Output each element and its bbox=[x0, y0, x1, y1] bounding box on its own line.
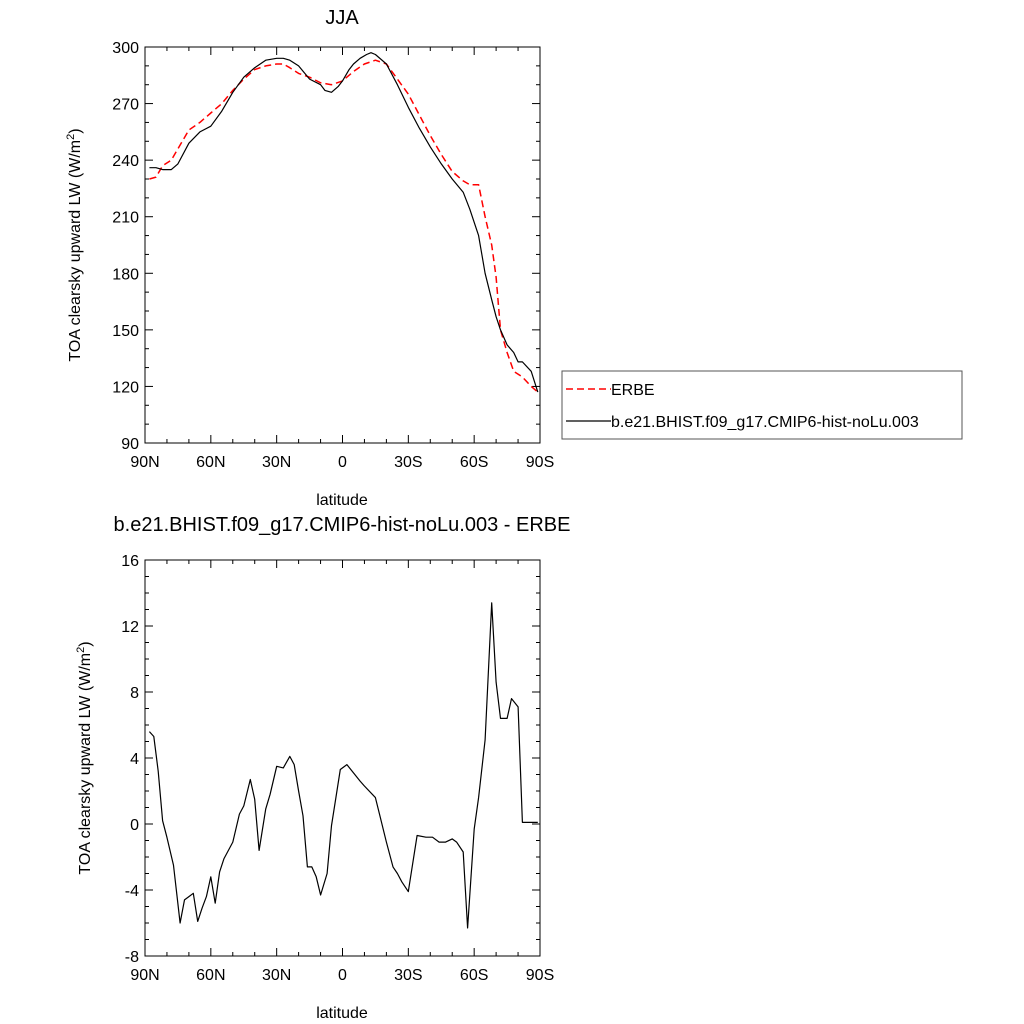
top-x-axis-title: latitude bbox=[316, 492, 368, 509]
bottom-y-tick-label: 4 bbox=[130, 751, 139, 768]
bottom-y-tick-label: -8 bbox=[125, 949, 139, 966]
top-y-tick-label: 270 bbox=[112, 97, 139, 114]
top-y-axis-title: TOA clearsky upward LW (W/m2) bbox=[65, 128, 84, 361]
bottom-x-tick-label: 90N bbox=[130, 967, 159, 984]
top-series-line-1 bbox=[149, 52, 539, 393]
bottom-y-axis-title: TOA clearsky upward LW (W/m2) bbox=[75, 641, 94, 874]
top-x-tick-label: 60N bbox=[196, 454, 225, 471]
bottom-x-tick-label: 60N bbox=[196, 967, 225, 984]
top-x-tick-label: 30N bbox=[262, 454, 291, 471]
top-y-tick-label: 120 bbox=[112, 379, 139, 396]
top-y-tick-label: 300 bbox=[112, 40, 139, 57]
bottom-series-line-0 bbox=[148, 602, 538, 929]
bottom-y-axis-title-tail: ) bbox=[77, 641, 94, 646]
top-y-tick-label: 90 bbox=[121, 436, 139, 453]
top-x-tick-label: 0 bbox=[338, 454, 347, 471]
bottom-x-axis-title: latitude bbox=[316, 1005, 368, 1022]
bottom-y-tick-label: 8 bbox=[130, 685, 139, 702]
top-x-tick-label: 90S bbox=[526, 454, 554, 471]
bottom-y-tick-label: 0 bbox=[130, 817, 139, 834]
legend-label-erbe: ERBE bbox=[611, 382, 655, 399]
bottom-y-axis-title-sup: 2 bbox=[75, 647, 87, 653]
legend-frame bbox=[561, 370, 963, 440]
bottom-x-tick-label: 0 bbox=[338, 967, 347, 984]
top-chart-panel: JJA 90N 60N 30N 0 30S 60S 90S 90 120 150 180 210 240… bbox=[65, 7, 963, 509]
top-y-axis-title-main: TOA clearsky upward LW (W/m bbox=[67, 140, 84, 362]
bottom-x-tick-label: 30S bbox=[394, 967, 422, 984]
top-y-axis-title-tail: ) bbox=[67, 128, 84, 133]
top-x-tick-label: 60S bbox=[460, 454, 488, 471]
legend-label-model: b.e21.BHIST.f09_g17.CMIP6-hist-noLu.003 bbox=[611, 414, 919, 431]
top-x-tick-label: 30S bbox=[394, 454, 422, 471]
bottom-x-tick-label: 90S bbox=[526, 967, 554, 984]
top-x-tick-label: 90N bbox=[130, 454, 159, 471]
bottom-plot-frame bbox=[144, 559, 541, 957]
bottom-y-tick-label: -4 bbox=[125, 883, 139, 900]
bottom-chart-panel: b.e21.BHIST.f09_g17.CMIP6-hist-noLu.003 … bbox=[75, 514, 570, 1022]
bottom-x-tick-label: 30N bbox=[262, 967, 291, 984]
top-series-line-0 bbox=[149, 59, 539, 393]
bottom-y-axis-title-main: TOA clearsky upward LW (W/m bbox=[77, 653, 94, 875]
bottom-x-tick-label: 60S bbox=[460, 967, 488, 984]
top-y-tick-label: 240 bbox=[112, 153, 139, 170]
legend: ERBE b.e21.BHIST.f09_g17.CMIP6-hist-noLu… bbox=[561, 370, 963, 440]
bottom-chart-title: b.e21.BHIST.f09_g17.CMIP6-hist-noLu.003 … bbox=[114, 514, 571, 536]
top-y-tick-label: 150 bbox=[112, 323, 139, 340]
top-y-tick-label: 180 bbox=[112, 266, 139, 283]
top-y-axis-title-sup: 2 bbox=[65, 134, 77, 140]
bottom-y-tick-label: 16 bbox=[121, 553, 139, 570]
top-y-tick-label: 210 bbox=[112, 210, 139, 227]
bottom-y-tick-label: 12 bbox=[121, 619, 139, 636]
top-chart-title: JJA bbox=[325, 7, 359, 29]
